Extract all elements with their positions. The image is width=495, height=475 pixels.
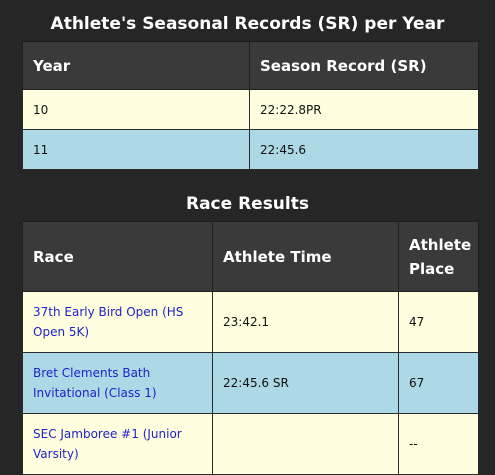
athlete-time-cell [212, 413, 399, 475]
season-record-cell: 22:22.8PR [249, 89, 479, 130]
race-results-title: Race Results [185, 194, 309, 214]
race-link[interactable]: 37th Early Bird Open (HS Open 5K) [33, 305, 184, 339]
athlete-place-cell: -- [398, 413, 479, 475]
table-header-row: Year Season Record (SR) [22, 41, 479, 90]
race-results-table: Race Athlete Time Athlete Place 37th Ear… [22, 221, 479, 475]
seasonal-records-table: Year Season Record (SR) 10 22:22.8PR 11 … [22, 41, 479, 170]
race-cell: Bret Clements Bath Invitational (Class 1… [22, 352, 213, 414]
athlete-time-column-header[interactable]: Athlete Time [212, 221, 399, 292]
athlete-place-cell: 47 [398, 291, 479, 353]
table-row: 10 22:22.8PR [22, 89, 479, 130]
race-cell: SEC Jamboree #1 (Junior Varsity) [22, 413, 213, 475]
table-row: 37th Early Bird Open (HS Open 5K) 23:42.… [22, 291, 479, 353]
athlete-time-cell: 22:45.6 SR [212, 352, 399, 414]
table-row: SEC Jamboree #1 (Junior Varsity) -- [22, 413, 479, 475]
table-row: 11 22:45.6 [22, 129, 479, 170]
year-cell: 10 [22, 89, 250, 130]
race-column-header[interactable]: Race [22, 221, 213, 292]
table-row: Bret Clements Bath Invitational (Class 1… [22, 352, 479, 414]
race-link[interactable]: SEC Jamboree #1 (Junior Varsity) [33, 427, 182, 461]
athlete-place-column-header[interactable]: Athlete Place [398, 221, 479, 292]
seasonal-records-title: Athlete's Seasonal Records (SR) per Year [50, 14, 445, 34]
season-record-column-header[interactable]: Season Record (SR) [249, 41, 479, 90]
athlete-place-cell: 67 [398, 352, 479, 414]
race-link[interactable]: Bret Clements Bath Invitational (Class 1… [33, 366, 157, 400]
season-record-cell: 22:45.6 [249, 129, 479, 170]
athlete-time-cell: 23:42.1 [212, 291, 399, 353]
year-cell: 11 [22, 129, 250, 170]
table-header-row: Race Athlete Time Athlete Place [22, 221, 479, 292]
race-cell: 37th Early Bird Open (HS Open 5K) [22, 291, 213, 353]
year-column-header[interactable]: Year [22, 41, 250, 90]
